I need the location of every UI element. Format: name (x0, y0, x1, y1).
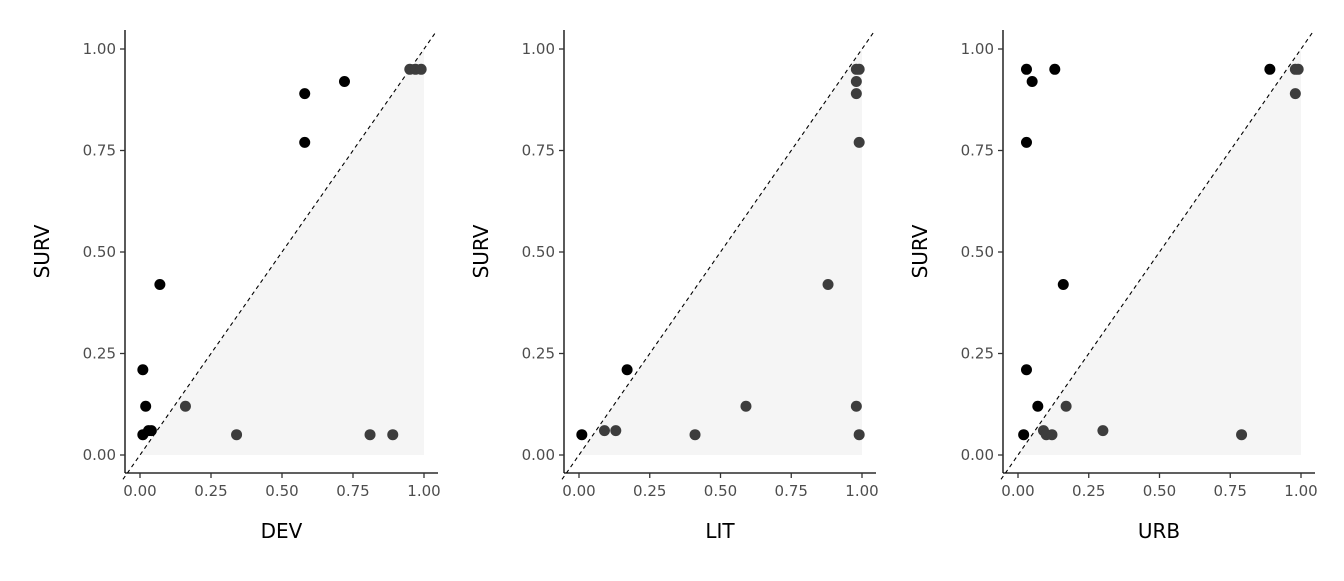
reference-line-y-equals-x (561, 32, 874, 480)
y-tick-label: 0.00 (83, 446, 116, 464)
x-tick-label: 0.75 (775, 482, 808, 500)
data-point (364, 429, 376, 441)
x-tick-label: 0.25 (1072, 482, 1105, 500)
data-point (1046, 429, 1058, 441)
data-point (1026, 75, 1038, 87)
x-tick-label: 0.75 (1214, 482, 1247, 500)
data-point (1060, 400, 1072, 412)
y-tick-label: 0.50 (961, 243, 994, 261)
data-point (137, 429, 149, 441)
data-point (621, 364, 633, 376)
data-point (1049, 63, 1061, 75)
data-point (853, 136, 865, 148)
data-point (338, 75, 350, 87)
y-tick-label: 0.00 (522, 446, 555, 464)
data-point (1289, 88, 1301, 100)
y-axis-title: SURV (469, 224, 493, 278)
x-tick-label: 0.50 (1143, 482, 1176, 500)
y-tick-label: 0.00 (961, 446, 994, 464)
data-point (853, 429, 865, 441)
data-point (299, 136, 311, 148)
data-point (1097, 425, 1109, 437)
data-point (1057, 278, 1069, 290)
data-point (137, 364, 149, 376)
data-point (850, 75, 862, 87)
data-point (1020, 364, 1032, 376)
x-axis-title: URB (1138, 519, 1180, 543)
data-point (1020, 63, 1032, 75)
data-point (740, 400, 752, 412)
data-point (415, 63, 427, 75)
data-point (1264, 63, 1276, 75)
data-point (1236, 429, 1248, 441)
reference-line-y-equals-x (1000, 32, 1313, 480)
y-axis-title: SURV (30, 224, 54, 278)
data-point (1020, 136, 1032, 148)
y-tick-label: 0.50 (83, 243, 116, 261)
data-point (387, 429, 399, 441)
data-point (850, 400, 862, 412)
y-tick-label: 0.25 (522, 345, 555, 363)
x-tick-label: 1.00 (407, 482, 440, 500)
scatter-panel-2: 0.00 0.25 0.50 0.75 1.00 0.00 0.25 0.50 0.75 1.00… (469, 30, 879, 543)
data-point (1032, 400, 1044, 412)
y-tick-label: 0.75 (522, 142, 555, 160)
data-point (610, 425, 622, 437)
y-tick-label: 0.25 (83, 345, 116, 363)
data-point (140, 400, 152, 412)
data-point (145, 425, 157, 437)
data-point (231, 429, 243, 441)
data-point (154, 278, 166, 290)
x-tick-label: 0.50 (704, 482, 737, 500)
x-tick-label: 0.00 (1001, 482, 1034, 500)
x-tick-label: 0.75 (336, 482, 369, 500)
x-tick-label: 0.25 (194, 482, 227, 500)
data-point (598, 425, 610, 437)
y-tick-label: 0.75 (83, 142, 116, 160)
data-point (1018, 429, 1030, 441)
scatter-panel-1: 0.00 0.25 0.50 0.75 1.00 0.00 0.25 0.50 0.75 1.00… (30, 30, 441, 543)
data-point (576, 429, 588, 441)
x-tick-label: 1.00 (1284, 482, 1317, 500)
y-tick-label: 1.00 (522, 40, 555, 58)
x-tick-label: 0.00 (123, 482, 156, 500)
data-point (179, 400, 191, 412)
y-tick-label: 1.00 (83, 40, 116, 58)
x-axis-title: LIT (705, 519, 735, 543)
y-tick-label: 0.75 (961, 142, 994, 160)
y-axis-title: SURV (908, 224, 932, 278)
x-tick-label: 1.00 (845, 482, 878, 500)
y-tick-label: 1.00 (961, 40, 994, 58)
data-point (850, 88, 862, 100)
data-point (299, 88, 311, 100)
data-point (853, 63, 865, 75)
data-point (1292, 63, 1304, 75)
data-point (689, 429, 701, 441)
reference-line-y-equals-x (122, 32, 436, 480)
data-point (822, 278, 834, 290)
y-tick-label: 0.50 (522, 243, 555, 261)
x-tick-label: 0.00 (562, 482, 595, 500)
scatter-panel-3: 0.00 0.25 0.50 0.75 1.00 0.00 0.25 0.50 0.75 1.00… (908, 30, 1318, 543)
y-tick-label: 0.25 (961, 345, 994, 363)
x-tick-label: 0.25 (633, 482, 666, 500)
x-axis-title: DEV (261, 519, 303, 543)
x-tick-label: 0.50 (265, 482, 298, 500)
